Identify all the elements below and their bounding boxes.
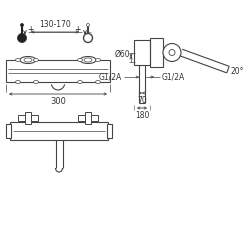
Ellipse shape: [16, 58, 20, 61]
Circle shape: [86, 24, 90, 26]
Ellipse shape: [34, 80, 38, 84]
Text: +: +: [27, 26, 34, 35]
Ellipse shape: [84, 58, 92, 62]
Bar: [107, 124, 112, 138]
Text: 70: 70: [137, 96, 147, 105]
Bar: [150, 38, 163, 67]
Bar: [78, 115, 98, 121]
Ellipse shape: [78, 58, 82, 61]
Ellipse shape: [96, 80, 100, 84]
Text: Ø60: Ø60: [114, 50, 130, 59]
Text: 300: 300: [50, 97, 66, 106]
Circle shape: [163, 44, 181, 62]
Circle shape: [84, 34, 92, 42]
Bar: [25, 112, 31, 124]
Circle shape: [169, 50, 175, 56]
Ellipse shape: [16, 80, 20, 84]
Ellipse shape: [20, 56, 36, 64]
Text: 180: 180: [135, 111, 149, 120]
Text: G1/2A: G1/2A: [99, 72, 122, 82]
Text: 130-170: 130-170: [39, 20, 71, 29]
Bar: [134, 40, 150, 65]
Bar: [18, 115, 38, 121]
Bar: [6, 124, 11, 138]
Bar: [10, 122, 108, 140]
Ellipse shape: [24, 58, 32, 62]
Ellipse shape: [96, 58, 100, 61]
Bar: [85, 112, 91, 124]
Text: +: +: [74, 26, 81, 35]
Text: G1/2A: G1/2A: [162, 72, 185, 82]
Circle shape: [18, 34, 26, 42]
Ellipse shape: [78, 80, 82, 84]
Circle shape: [20, 24, 24, 26]
Ellipse shape: [34, 58, 38, 61]
Text: 20°: 20°: [231, 66, 244, 76]
Ellipse shape: [80, 56, 96, 64]
